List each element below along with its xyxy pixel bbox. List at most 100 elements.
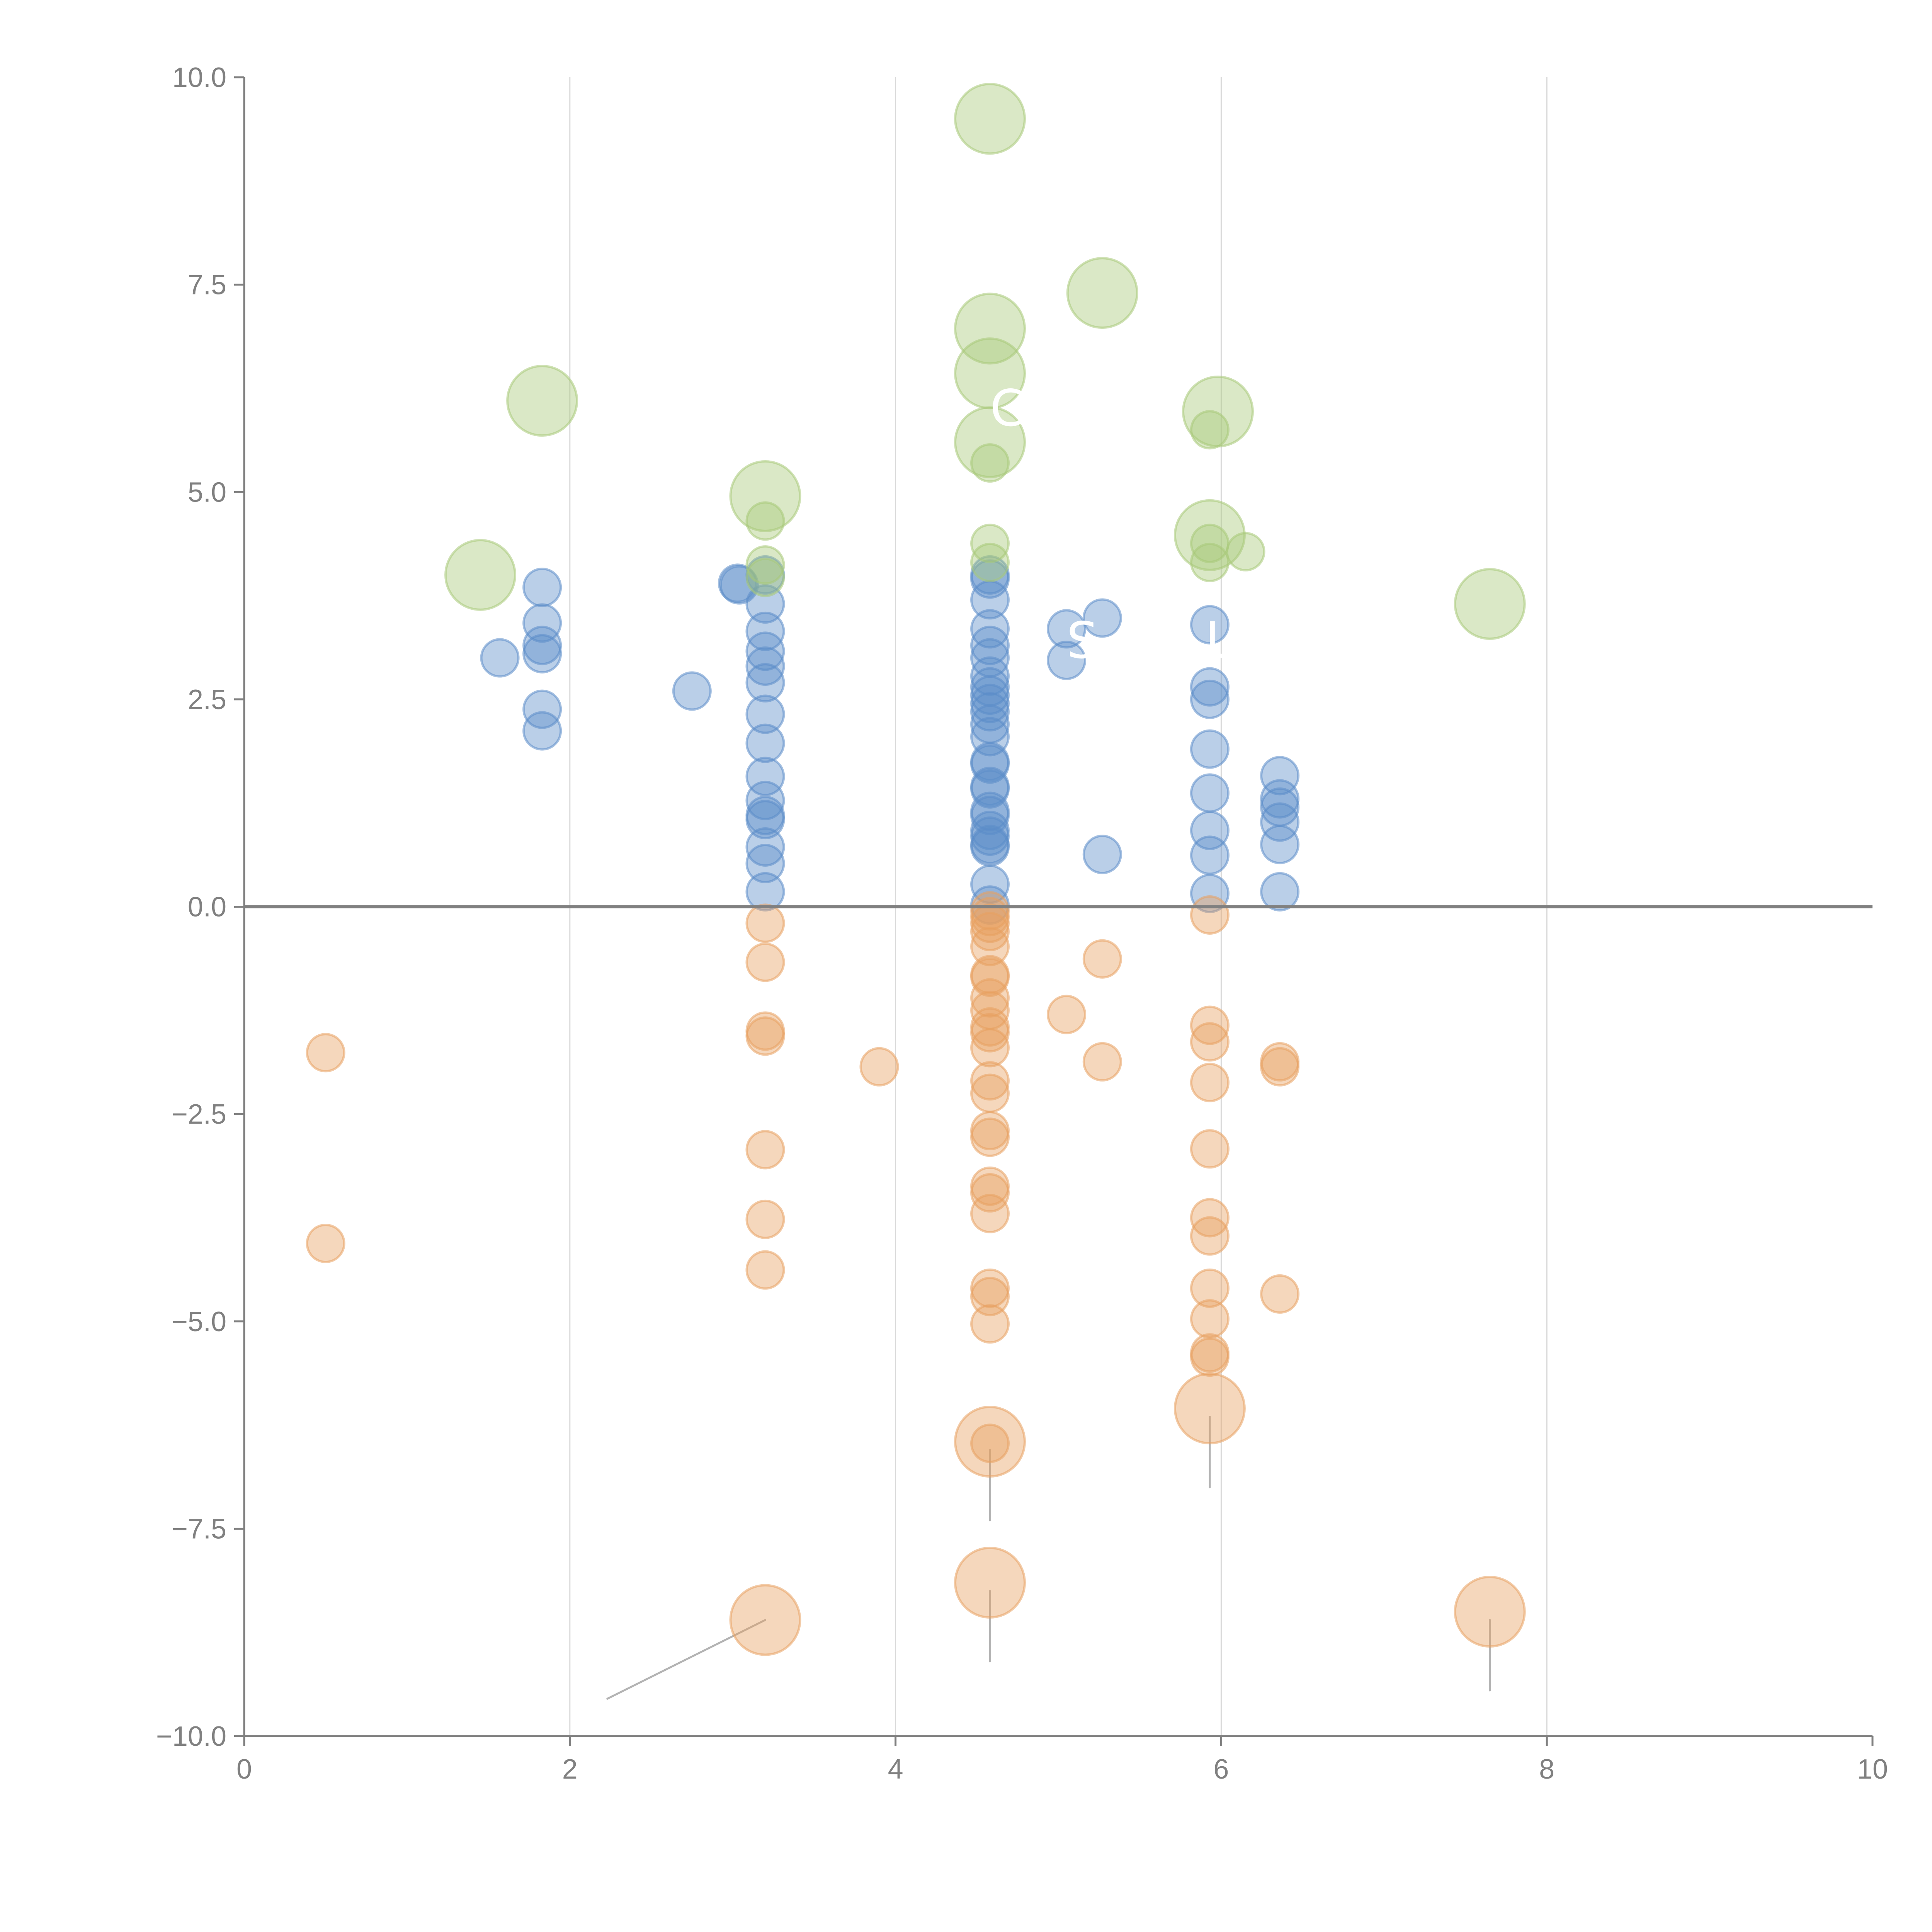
highlight-point [745, 501, 785, 541]
negative-point [1190, 1337, 1230, 1377]
highlight-point [954, 83, 1026, 155]
positive-point [970, 609, 1010, 649]
positive-point [1190, 667, 1230, 707]
annotation-label: S [1066, 611, 1099, 670]
highlight-point [1182, 376, 1254, 448]
negative-point [970, 1061, 1010, 1101]
highlight-point [970, 543, 1010, 582]
positive-point [970, 796, 1010, 835]
negative-point [745, 1130, 785, 1170]
negative-point [745, 1199, 785, 1239]
positive-point [745, 723, 785, 763]
negative-point [1190, 1299, 1230, 1339]
y-tick-label: −5.0 [172, 1306, 226, 1337]
annotation-label: C. [990, 379, 1041, 438]
negative-point [306, 1223, 345, 1263]
positive-point [1047, 640, 1087, 680]
positive-point [672, 671, 712, 711]
negative-point [1082, 939, 1122, 979]
highlight-point [1190, 410, 1230, 450]
positive-point [970, 684, 1010, 723]
axes: 10.0 7.5 5.0 2.5 0.0 −2.5 −5.0 −7.5 −10.0 0 2 4 6 8 10 [156, 62, 1888, 1785]
negative-point [1190, 1129, 1230, 1169]
connector-line [606, 1619, 766, 1700]
x-tick-label: 4 [888, 1754, 903, 1785]
positive-point [1190, 874, 1230, 913]
positive-point [970, 559, 1010, 599]
highlight-point [1190, 543, 1230, 582]
negative-point [745, 942, 785, 982]
negative-point [970, 1268, 1010, 1308]
highlight-point [970, 443, 1010, 483]
negative-point [970, 1304, 1010, 1344]
x-tick-label: 10 [1857, 1754, 1888, 1785]
positive-point [1190, 605, 1230, 645]
positive-point [1190, 679, 1230, 719]
positive-point [970, 827, 1010, 867]
positive-point [1260, 872, 1300, 912]
positive-point [522, 711, 562, 751]
positive-point [745, 631, 785, 671]
negative-highlight-point [954, 1405, 1026, 1478]
positive-point [745, 611, 785, 651]
positive-point [745, 872, 785, 912]
x-tick-label: 2 [562, 1754, 578, 1785]
negative-point [970, 1028, 1010, 1068]
positive-point [522, 568, 562, 607]
negative-point [1190, 1063, 1230, 1102]
positive-point [970, 626, 1010, 665]
positive-point [522, 626, 562, 665]
negative-point [1190, 1268, 1230, 1308]
data-points [306, 83, 1526, 1656]
positive-point [1190, 773, 1230, 813]
annotation-connectors [606, 1416, 1491, 1700]
negative-point [1190, 895, 1230, 935]
positive-point [1260, 779, 1300, 819]
y-tick-label: −10.0 [156, 1721, 226, 1752]
positive-point [480, 638, 520, 678]
positive-point [970, 816, 1010, 856]
y-tick-label: −2.5 [172, 1099, 226, 1130]
negative-point [1047, 995, 1087, 1034]
positive-point [1260, 802, 1300, 842]
annotation-label: L [1205, 611, 1233, 670]
positive-point [522, 689, 562, 729]
positive-point [745, 800, 785, 840]
highlight-point [745, 545, 785, 585]
negative-point [970, 1013, 1010, 1053]
negative-point [970, 1073, 1010, 1113]
x-tick-label: 6 [1213, 1754, 1229, 1785]
negative-highlight-point [1173, 1372, 1246, 1445]
negative-point [745, 1250, 785, 1290]
negative-point [745, 903, 785, 943]
highlight-point [1066, 257, 1138, 329]
negative-highlight-point [954, 1546, 1026, 1619]
y-tick-label: 5.0 [188, 477, 226, 508]
negative-point [970, 978, 1010, 1018]
negative-highlight-point [1454, 1576, 1526, 1648]
highlight-point [745, 558, 785, 597]
y-tick-label: 7.5 [188, 270, 226, 301]
negative-highlight-point [729, 1584, 801, 1656]
positive-point [1260, 756, 1300, 796]
negative-point [970, 1117, 1010, 1157]
y-tick-label: 2.5 [188, 684, 226, 715]
positive-point [745, 694, 785, 734]
positive-point [1047, 609, 1087, 649]
positive-point [522, 634, 562, 673]
highlight-point [1226, 532, 1265, 571]
negative-point [970, 927, 1010, 966]
negative-point [859, 1047, 899, 1087]
x-tick-label: 8 [1539, 1754, 1554, 1785]
negative-point [1260, 1047, 1300, 1087]
negative-point [970, 957, 1010, 997]
highlight-point [506, 365, 578, 437]
negative-point [1190, 1005, 1230, 1045]
negative-point [970, 1423, 1010, 1463]
x-tick-label: 0 [236, 1754, 252, 1785]
positive-point [1082, 598, 1122, 638]
negative-point [1190, 1216, 1230, 1256]
highlight-point [954, 293, 1026, 365]
negative-point [970, 1194, 1010, 1233]
positive-point [745, 844, 785, 883]
